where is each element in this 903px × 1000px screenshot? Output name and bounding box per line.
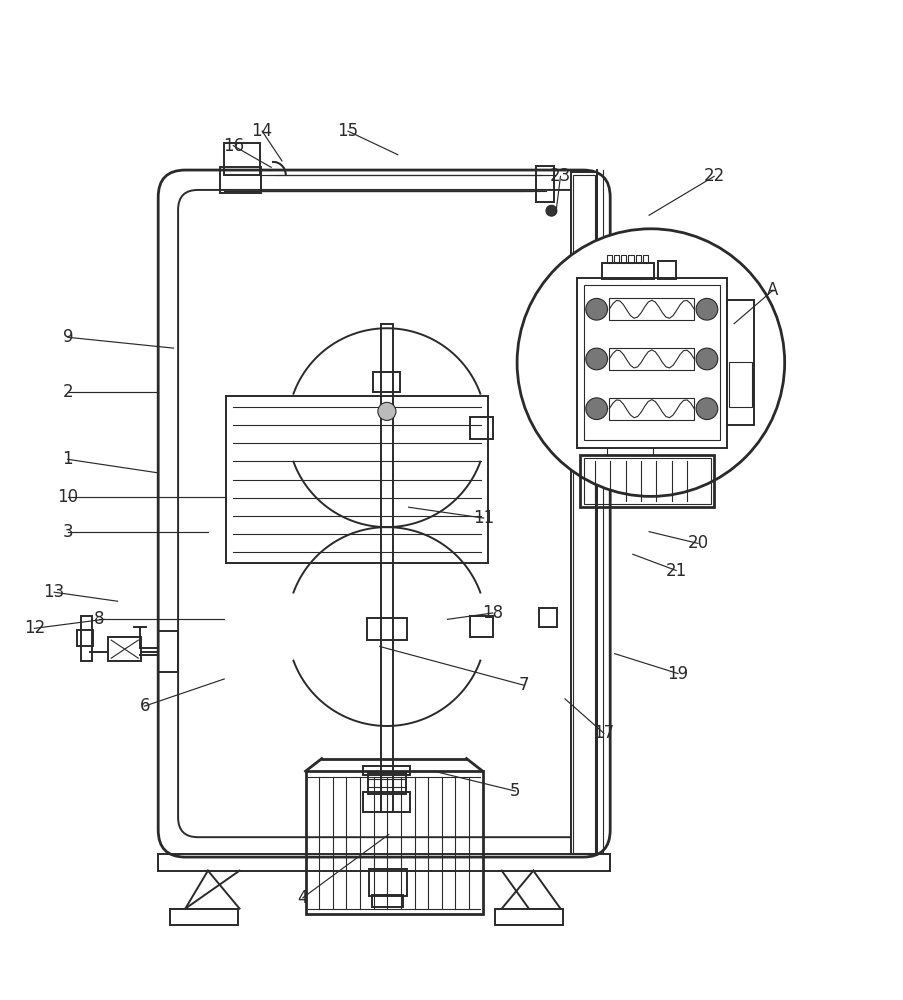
Text: 13: 13 xyxy=(43,583,65,601)
Circle shape xyxy=(585,348,607,370)
Circle shape xyxy=(585,298,607,320)
Bar xyxy=(609,348,694,370)
Text: 2: 2 xyxy=(62,383,73,401)
Bar xyxy=(380,324,393,812)
Bar xyxy=(609,398,694,420)
Bar xyxy=(368,869,406,896)
Text: 5: 5 xyxy=(509,782,520,800)
Bar xyxy=(642,255,647,263)
Bar xyxy=(609,298,694,320)
Text: 1: 1 xyxy=(62,450,73,468)
Bar xyxy=(535,166,554,202)
Text: 9: 9 xyxy=(62,328,73,346)
Text: 16: 16 xyxy=(222,137,244,155)
Text: 23: 23 xyxy=(549,167,571,185)
Bar xyxy=(305,771,482,914)
Bar xyxy=(580,455,713,507)
Bar xyxy=(158,854,610,871)
Bar xyxy=(495,909,563,925)
Bar xyxy=(726,300,753,425)
Bar xyxy=(367,618,406,640)
Text: 4: 4 xyxy=(297,889,308,907)
Circle shape xyxy=(545,205,556,216)
Circle shape xyxy=(377,402,396,420)
Bar xyxy=(583,458,710,504)
Text: 7: 7 xyxy=(518,676,529,694)
Circle shape xyxy=(695,398,717,420)
Text: 6: 6 xyxy=(139,697,150,715)
Circle shape xyxy=(695,348,717,370)
Bar xyxy=(571,172,596,854)
Bar xyxy=(368,773,405,794)
Text: 18: 18 xyxy=(481,604,503,622)
Bar xyxy=(372,895,403,907)
Bar xyxy=(657,261,675,279)
Bar xyxy=(728,362,751,407)
Bar xyxy=(81,616,92,661)
Text: 20: 20 xyxy=(686,534,708,552)
Text: 12: 12 xyxy=(23,619,45,637)
Bar xyxy=(219,167,261,193)
Bar xyxy=(613,255,619,263)
Bar xyxy=(620,255,626,263)
Text: 10: 10 xyxy=(57,488,79,506)
Bar xyxy=(363,792,410,812)
Circle shape xyxy=(517,229,784,496)
Text: 21: 21 xyxy=(665,562,686,580)
Bar xyxy=(628,255,633,263)
Bar xyxy=(170,909,237,925)
Bar xyxy=(226,396,488,563)
Text: 22: 22 xyxy=(703,167,724,185)
Bar xyxy=(576,278,726,448)
Bar xyxy=(363,766,410,775)
Text: 14: 14 xyxy=(251,122,273,140)
Text: 17: 17 xyxy=(592,724,614,742)
Bar xyxy=(108,637,141,661)
Bar xyxy=(158,631,178,672)
Bar xyxy=(538,608,556,627)
Bar xyxy=(601,263,654,279)
Text: 19: 19 xyxy=(666,665,688,683)
Circle shape xyxy=(695,298,717,320)
Circle shape xyxy=(585,398,607,420)
Bar xyxy=(606,255,611,263)
Text: 3: 3 xyxy=(62,523,73,541)
Bar xyxy=(224,143,260,175)
Bar xyxy=(470,417,492,439)
Bar xyxy=(573,175,594,853)
Text: 15: 15 xyxy=(337,122,358,140)
Text: 8: 8 xyxy=(94,610,105,628)
Bar xyxy=(470,616,492,637)
Bar xyxy=(635,255,640,263)
Bar xyxy=(77,630,93,646)
Bar xyxy=(373,372,400,392)
Text: 11: 11 xyxy=(472,509,494,527)
Text: A: A xyxy=(767,281,777,299)
Bar xyxy=(583,285,719,440)
